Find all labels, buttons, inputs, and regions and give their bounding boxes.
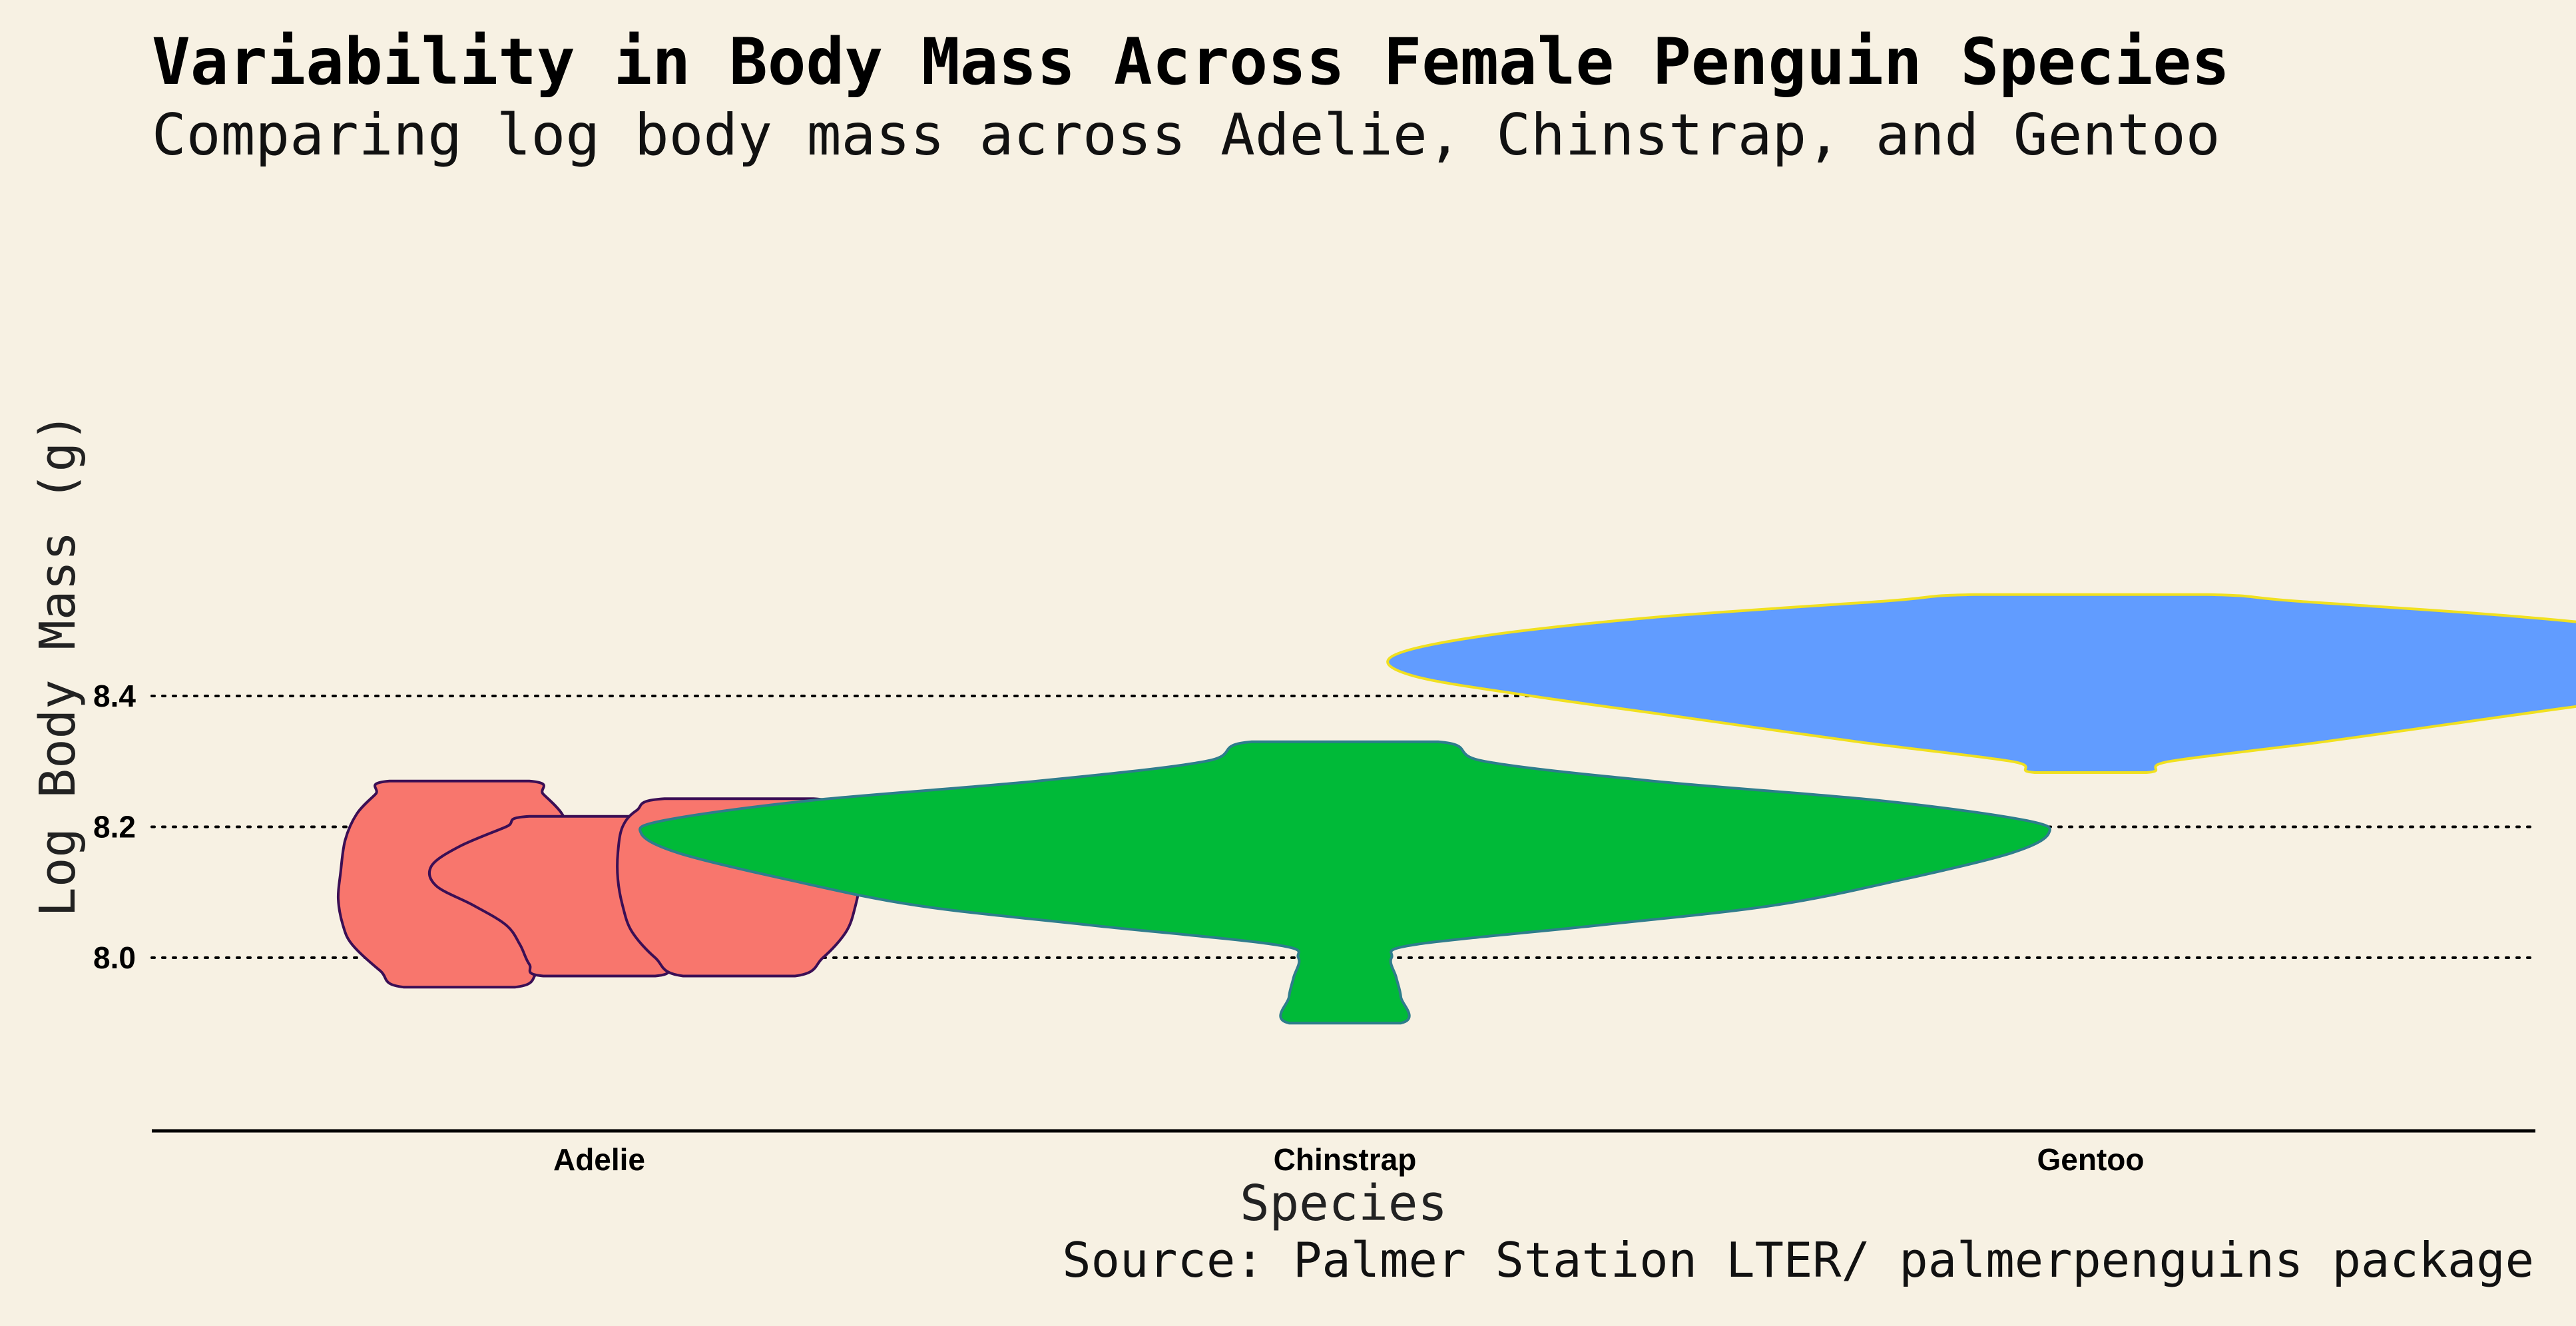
violins <box>336 593 2576 1025</box>
chart-subtitle: Comparing log body mass across Adelie, C… <box>152 102 2220 168</box>
y-tick-labels: 8.0 8.2 8.4 <box>93 679 136 975</box>
x-axis-title: Species <box>1240 1175 1447 1232</box>
x-tick-label: Gentoo <box>2037 1142 2145 1177</box>
y-tick-label: 8.0 <box>93 940 136 975</box>
chart-caption: Source: Palmer Station LTER/ palmerpengu… <box>1062 1232 2534 1288</box>
y-tick-label: 8.4 <box>93 679 136 713</box>
y-tick-label: 8.2 <box>93 810 136 844</box>
chart-title: Variability in Body Mass Across Female P… <box>152 25 2230 99</box>
violin-chinstrap <box>639 740 2051 1025</box>
x-tick-label: Adelie <box>553 1142 645 1177</box>
x-tick-label: Chinstrap <box>1274 1142 1417 1177</box>
y-axis-title: Log Body Mass (g) <box>29 412 87 916</box>
x-tick-labels: Adelie Chinstrap Gentoo <box>553 1142 2145 1177</box>
violin-gentoo <box>1386 593 2576 774</box>
